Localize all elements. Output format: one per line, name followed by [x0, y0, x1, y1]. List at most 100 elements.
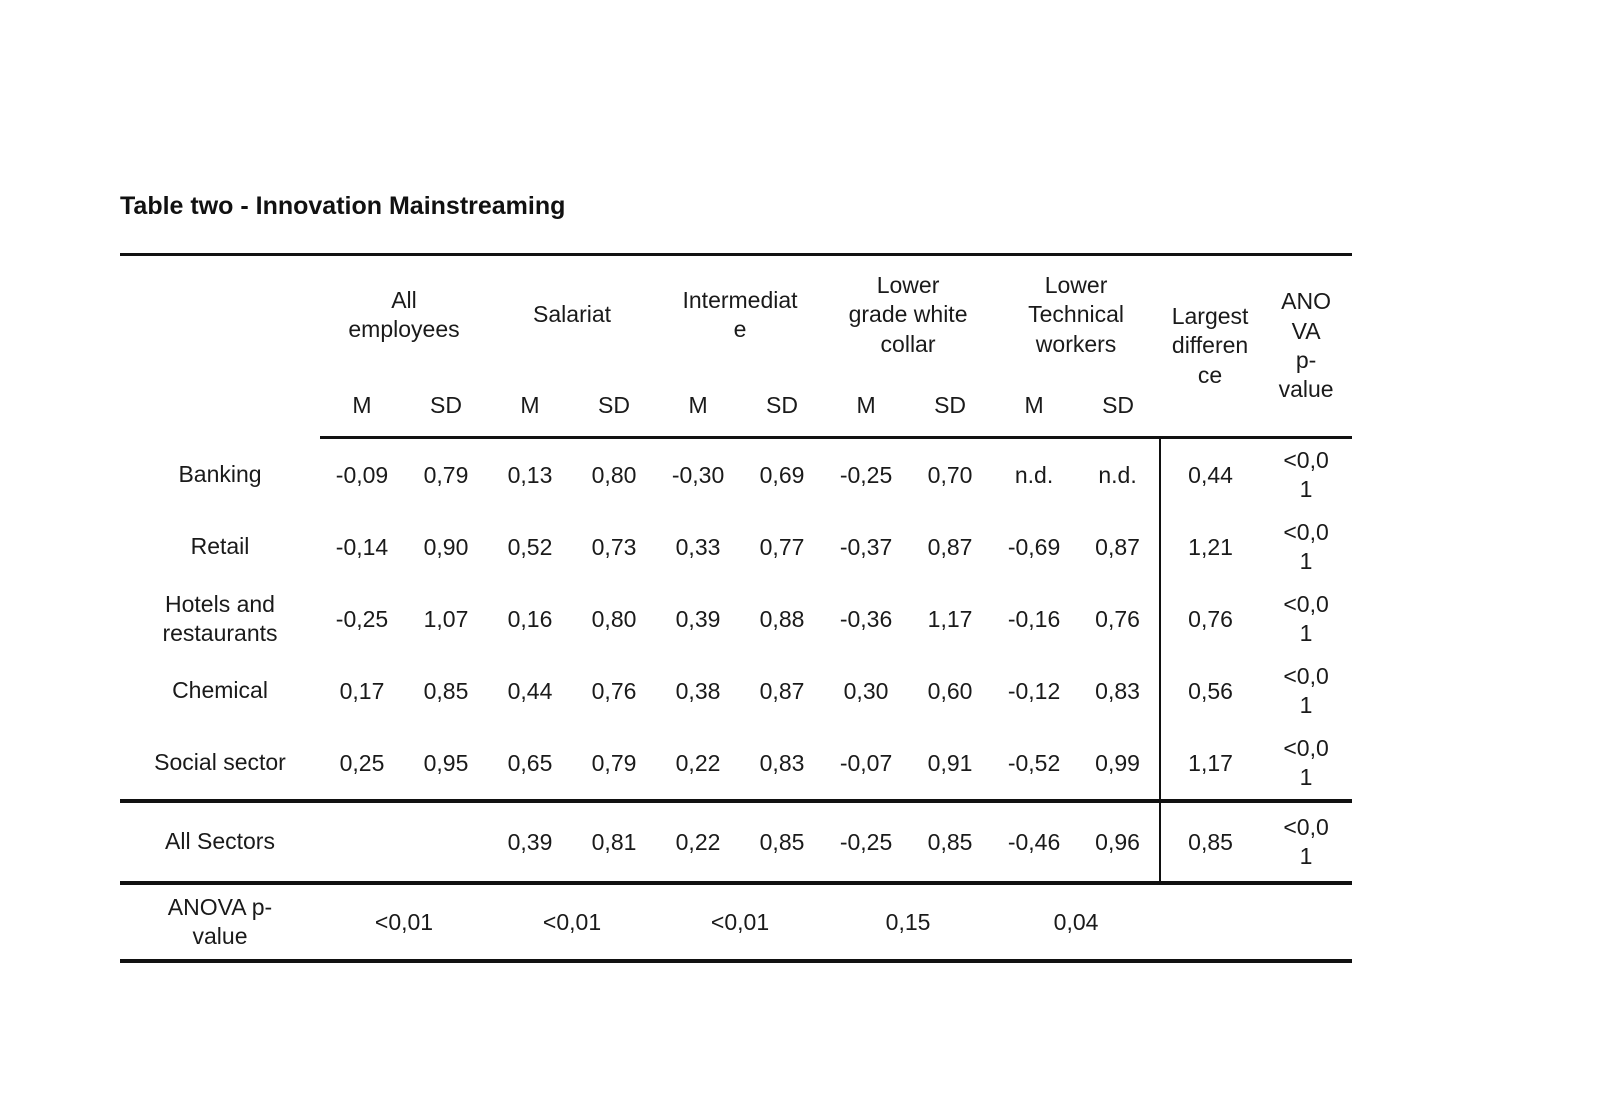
cell-sd: 0,87 — [1095, 533, 1140, 560]
cell-sd: 0,80 — [591, 461, 637, 488]
cell-sd: 0,83 — [1095, 677, 1140, 704]
table-row-all-sectors: All Sectors 0,39 0,81 0,22 0,85 -0,25 0,… — [120, 799, 1353, 883]
stat-header-m: M — [992, 374, 1077, 439]
anova-group-value: 0,15 — [824, 881, 993, 963]
cell-sd: 0,70 — [927, 461, 973, 488]
anova-group-value: <0,01 — [320, 881, 489, 963]
cell-m: 0,13 — [507, 461, 553, 488]
cell-m: -0,69 — [1007, 533, 1061, 560]
table-header: All employees Salariat Intermediat e Low… — [120, 253, 1353, 439]
cell-m: -0,25 — [839, 461, 893, 488]
table-title: Table two - Innovation Mainstreaming — [120, 192, 566, 220]
header-anova-p-value: ANO VA p- value — [1260, 253, 1353, 439]
largest-difference-cell: 1,17 — [1159, 727, 1261, 801]
cell-m: -0,14 — [335, 533, 389, 560]
cell-sd: 0,79 — [591, 749, 637, 776]
table-row-anova-p-value: ANOVA p- value <0,01 <0,01 <0,01 0,15 0,… — [120, 881, 1353, 963]
stat-header-sd: SD — [740, 374, 825, 439]
cell-m: -0,37 — [839, 533, 893, 560]
cell-m: -0,36 — [839, 605, 893, 632]
anova-p-cell: <0,0 1 — [1283, 446, 1329, 502]
anova-p-cell: <0,0 1 — [1283, 518, 1329, 574]
cell-sd: 1,07 — [423, 605, 469, 632]
table-body: Banking -0,09 0,79 0,13 0,80 -0,30 0,69 … — [120, 437, 1353, 963]
stat-header-m: M — [320, 374, 404, 439]
largest-difference-cell: 0,56 — [1159, 655, 1261, 727]
largest-difference-cell: 0,76 — [1159, 583, 1261, 655]
group-header-all-employees: All employees — [320, 253, 489, 374]
stat-header-sd: SD — [908, 374, 993, 439]
group-header-lower-technical-workers: Lower Technical workers — [992, 253, 1161, 374]
cell-sd: 0,85 — [740, 799, 825, 883]
table-row-chemical: Chemical 0,17 0,85 0,44 0,76 0,38 0,87 0… — [120, 655, 1352, 727]
cell-sd: 0,76 — [591, 677, 637, 704]
table-row-banking: Banking -0,09 0,79 0,13 0,80 -0,30 0,69 … — [120, 437, 1352, 511]
header-group-row: All employees Salariat Intermediat e Low… — [120, 253, 1353, 439]
cell-m: 0,39 — [675, 605, 721, 632]
cell-m: -0,16 — [1007, 605, 1061, 632]
row-label: Retail — [190, 533, 250, 560]
header-largest-difference: Largest differen ce — [1160, 253, 1261, 439]
largest-difference-cell: 0,44 — [1159, 437, 1261, 511]
stat-header-sd: SD — [404, 374, 489, 439]
cell-m: 0,17 — [339, 677, 385, 704]
anova-group-value: 0,04 — [992, 881, 1161, 963]
stat-header-sd: SD — [572, 374, 657, 439]
cell-sd: 0,90 — [423, 533, 469, 560]
group-header-lower-grade-white-collar: Lower grade white collar — [824, 253, 993, 374]
cell-m: 0,33 — [675, 533, 721, 560]
cell-m: -0,12 — [1007, 677, 1061, 704]
row-label: All Sectors — [120, 799, 320, 883]
table-row-social-sector: Social sector 0,25 0,95 0,65 0,79 0,22 0… — [120, 727, 1352, 801]
cell-m: -0,52 — [1007, 749, 1061, 776]
cell-m: 0,22 — [675, 749, 721, 776]
cell-m: n.d. — [1014, 461, 1054, 488]
cell-sd: 0,83 — [759, 749, 805, 776]
cell-m: 0,65 — [507, 749, 553, 776]
cell-m: -0,07 — [839, 749, 893, 776]
cell-sd: 0,79 — [423, 461, 469, 488]
anova-p-cell: <0,0 1 — [1260, 799, 1353, 883]
cell-m: 0,38 — [675, 677, 721, 704]
cell-sd: n.d. — [1098, 461, 1137, 488]
stat-header-m: M — [824, 374, 909, 439]
cell-sd: 0,85 — [423, 677, 469, 704]
cell-m: -0,25 — [824, 799, 909, 883]
anova-p-cell: <0,0 1 — [1283, 734, 1329, 790]
cell-sd: 0,95 — [423, 749, 469, 776]
row-label: ANOVA p- value — [120, 881, 320, 963]
corner-cell — [120, 253, 320, 438]
cell-m — [320, 799, 404, 883]
cell-sd: 0,81 — [572, 799, 657, 883]
cell-m: -0,30 — [671, 461, 725, 488]
cell-m: 0,39 — [488, 799, 573, 883]
largest-difference-cell-empty — [1160, 881, 1261, 963]
cell-sd: 0,91 — [927, 749, 973, 776]
cell-sd: 0,73 — [591, 533, 637, 560]
data-table: All employees Salariat Intermediat e Low… — [120, 253, 1353, 963]
cell-m: 0,16 — [507, 605, 553, 632]
cell-m: 0,44 — [507, 677, 553, 704]
anova-p-cell: <0,0 1 — [1283, 590, 1329, 646]
cell-sd: 0,96 — [1076, 799, 1161, 883]
table-row-hotels-restaurants: Hotels and restaurants -0,25 1,07 0,16 0… — [120, 583, 1352, 655]
anova-p-cell: <0,0 1 — [1283, 662, 1329, 718]
anova-p-cell-empty — [1260, 881, 1353, 963]
row-label: Banking — [178, 460, 262, 487]
table-row-retail: Retail -0,14 0,90 0,52 0,73 0,33 0,77 -0… — [120, 511, 1352, 583]
cell-sd: 0,76 — [1095, 605, 1140, 632]
stat-header-m: M — [488, 374, 573, 439]
cell-m: -0,46 — [992, 799, 1077, 883]
cell-sd: 0,77 — [759, 533, 805, 560]
anova-group-value: <0,01 — [656, 881, 825, 963]
largest-difference-cell: 1,21 — [1159, 511, 1261, 583]
header-stat-row: M SD M SD M SD M SD M SD — [120, 374, 1352, 439]
cell-sd: 0,87 — [927, 533, 973, 560]
row-label: Social sector — [154, 749, 286, 776]
cell-sd: 0,87 — [759, 677, 805, 704]
cell-m: 0,25 — [339, 749, 385, 776]
cell-sd: 0,85 — [908, 799, 993, 883]
cell-sd: 0,69 — [759, 461, 805, 488]
group-header-salariat: Salariat — [488, 253, 657, 374]
